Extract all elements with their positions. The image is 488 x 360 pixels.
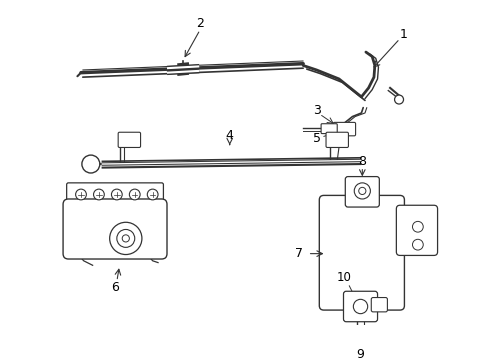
FancyBboxPatch shape	[66, 183, 163, 206]
FancyBboxPatch shape	[319, 195, 404, 310]
FancyBboxPatch shape	[345, 177, 379, 207]
Circle shape	[412, 221, 423, 232]
FancyBboxPatch shape	[396, 205, 437, 256]
Circle shape	[358, 187, 365, 194]
Text: 5: 5	[312, 132, 320, 145]
Text: 2: 2	[196, 17, 203, 30]
Circle shape	[81, 155, 100, 173]
Text: 6: 6	[111, 281, 119, 294]
Circle shape	[93, 189, 104, 200]
Circle shape	[353, 299, 367, 314]
FancyBboxPatch shape	[118, 132, 140, 148]
Circle shape	[412, 239, 423, 250]
FancyBboxPatch shape	[370, 297, 386, 312]
FancyBboxPatch shape	[63, 199, 167, 259]
FancyBboxPatch shape	[332, 122, 355, 136]
Text: 8: 8	[358, 155, 366, 168]
FancyBboxPatch shape	[343, 291, 377, 322]
Text: 7: 7	[294, 247, 302, 260]
Circle shape	[122, 235, 129, 242]
Text: 1: 1	[399, 28, 407, 41]
Circle shape	[147, 189, 158, 200]
FancyBboxPatch shape	[325, 132, 348, 148]
Circle shape	[394, 95, 403, 104]
Circle shape	[353, 183, 369, 199]
Text: 3: 3	[312, 104, 320, 117]
Text: 10: 10	[336, 271, 351, 284]
Text: 9: 9	[356, 348, 364, 360]
Circle shape	[111, 189, 122, 200]
Circle shape	[129, 189, 140, 200]
Circle shape	[109, 222, 142, 255]
Circle shape	[117, 229, 135, 247]
FancyBboxPatch shape	[321, 124, 337, 134]
Circle shape	[76, 189, 86, 200]
FancyBboxPatch shape	[350, 335, 369, 348]
Text: 4: 4	[225, 129, 233, 142]
